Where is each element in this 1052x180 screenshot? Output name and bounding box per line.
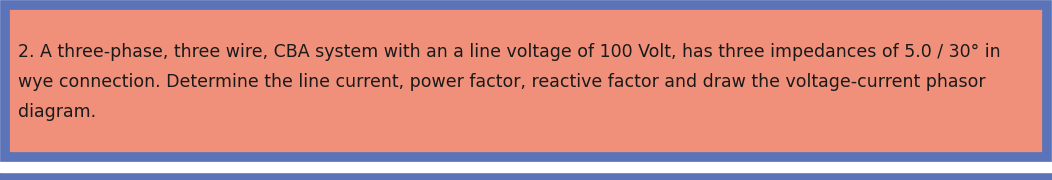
Bar xyxy=(0,172,1052,180)
Text: wye connection. Determine the line current, power factor, reactive factor and dr: wye connection. Determine the line curre… xyxy=(18,73,986,91)
Text: 2. A three-phase, three wire, CBA system with an a line voltage of 100 Volt, has: 2. A three-phase, three wire, CBA system… xyxy=(18,43,1000,61)
Text: diagram.: diagram. xyxy=(18,103,96,121)
Bar xyxy=(0,157,1052,172)
FancyBboxPatch shape xyxy=(5,5,1047,157)
